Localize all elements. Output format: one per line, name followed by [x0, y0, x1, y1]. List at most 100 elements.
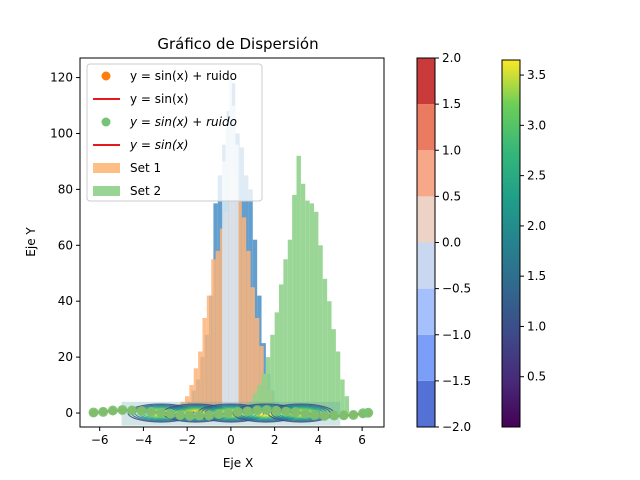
colorbar-level: [417, 104, 435, 151]
scatter-point: [184, 410, 195, 421]
histogram-bar: [206, 295, 212, 414]
histogram-bar: [274, 312, 280, 414]
legend-label: y = sin(x) + ruido: [130, 69, 237, 83]
legend: y = sin(x) + ruido y = sin(x) y = sin(x) +…: [86, 63, 263, 202]
y-tick-label: 60: [58, 238, 73, 252]
colorbar-tick-label: 0.0: [442, 236, 461, 250]
histogram-bar: [252, 393, 258, 414]
histogram-bar: [246, 250, 251, 414]
legend-patch: [93, 163, 120, 173]
legend-label: Set 1: [130, 161, 161, 175]
histogram-bar: [219, 228, 225, 414]
y-tick-label: 0: [65, 406, 73, 420]
colorbar-tick-label: 1.0: [527, 319, 546, 333]
histogram-bar: [292, 194, 297, 414]
histogram-bar: [198, 351, 203, 414]
y-tick-label: 100: [50, 126, 73, 140]
scatter-point: [300, 408, 311, 419]
histogram-bar: [265, 357, 271, 414]
colorbar-level: [417, 58, 435, 105]
histogram-bar: [232, 105, 236, 414]
legend-marker: [101, 117, 111, 127]
histogram-bar: [241, 217, 247, 414]
y-tick-label: 40: [58, 294, 73, 308]
x-tick-label: 6: [358, 433, 366, 447]
histogram-bar: [318, 245, 323, 414]
histogram-bar: [254, 317, 260, 414]
colorbar-frame: [501, 59, 521, 428]
x-tick-label: −2: [178, 433, 196, 447]
histogram-bar: [202, 317, 207, 414]
colorbar-level: [417, 150, 435, 197]
legend-patch: [93, 186, 120, 196]
histogram-bar: [261, 373, 266, 414]
x-tick-label: 4: [315, 433, 323, 447]
scatter-point: [281, 406, 292, 417]
colorbar-coolwarm: −2.0 −1.5 −1.0 −0.5 0.0 0.5 1.0 1.5 2.0: [416, 51, 471, 434]
histogram-bar: [279, 284, 284, 414]
scatter-point: [363, 407, 374, 418]
colorbar-tick-label: 0.5: [442, 189, 461, 203]
scatter-point: [223, 408, 234, 419]
scatter-point: [338, 410, 349, 421]
x-tick-label: −6: [91, 433, 109, 447]
histogram-bar: [235, 144, 239, 414]
scatter-point: [88, 407, 99, 418]
colorbar-tick-label: 1.5: [442, 97, 461, 111]
legend-label: y = sin(x): [129, 138, 188, 152]
x-tick-label: 0: [227, 433, 235, 447]
histogram-bar: [237, 200, 242, 414]
colorbar-tick-label: 3.0: [527, 118, 546, 132]
x-tick-label: −4: [135, 433, 153, 447]
scatter-point: [194, 410, 205, 421]
histogram-bar: [215, 250, 220, 414]
histogram-layer: [176, 71, 350, 414]
scatter-point: [175, 410, 186, 421]
histogram-bar: [331, 329, 336, 414]
plot-frame: [79, 57, 385, 428]
legend-box: [86, 63, 263, 202]
legend-label: y = sin(x) + ruido: [129, 115, 237, 129]
histogram-bar: [322, 278, 328, 414]
scatter-point: [309, 409, 320, 420]
histogram-bar: [296, 155, 301, 414]
scatter-point: [107, 405, 118, 416]
histogram-bar: [270, 334, 275, 414]
scatter-point: [252, 405, 263, 416]
scatter-point: [242, 406, 253, 417]
scatter-point: [329, 410, 340, 421]
scatter-point: [117, 404, 128, 415]
colorbar-viridis: 0.5 1.0 1.5 2.0 2.5 3.0 3.5: [501, 59, 546, 428]
colorbar-tick-label: 3.5: [527, 68, 546, 82]
colorbar-gradient: [502, 60, 520, 427]
colorbar-level: [417, 196, 435, 243]
colorbar-level: [417, 380, 435, 427]
scatter-point: [290, 407, 301, 418]
histogram-bar: [327, 301, 332, 414]
histogram-bar: [193, 368, 199, 414]
histogram-bar: [309, 203, 315, 414]
scatter-point: [271, 405, 282, 416]
histogram-bar: [222, 161, 226, 414]
colorbar-level: [417, 242, 435, 289]
y-axis-label: Eje Y: [24, 227, 38, 257]
x-tick-label: 2: [271, 433, 279, 447]
y-tick-label: 120: [50, 71, 73, 85]
scatter-layer: [88, 404, 374, 421]
histogram-bar: [250, 287, 255, 414]
scatter-point: [98, 406, 109, 417]
colorbar-tick-label: 0.5: [527, 370, 546, 384]
colorbar-tick-label: 1.0: [442, 143, 461, 157]
histogram-bar: [314, 211, 319, 414]
scatter-point: [155, 407, 166, 418]
scatter-point: [165, 408, 176, 419]
histogram-bar: [225, 122, 229, 414]
histogram-bar: [189, 385, 194, 414]
colorbar-level: [417, 288, 435, 335]
x-axis-label: Eje X: [223, 456, 253, 470]
histogram-bar: [300, 183, 306, 414]
histogram-bar: [283, 259, 288, 414]
colorbar-tick-label: 1.5: [527, 269, 546, 283]
chart-title: Gráfico de Dispersión: [157, 35, 318, 53]
